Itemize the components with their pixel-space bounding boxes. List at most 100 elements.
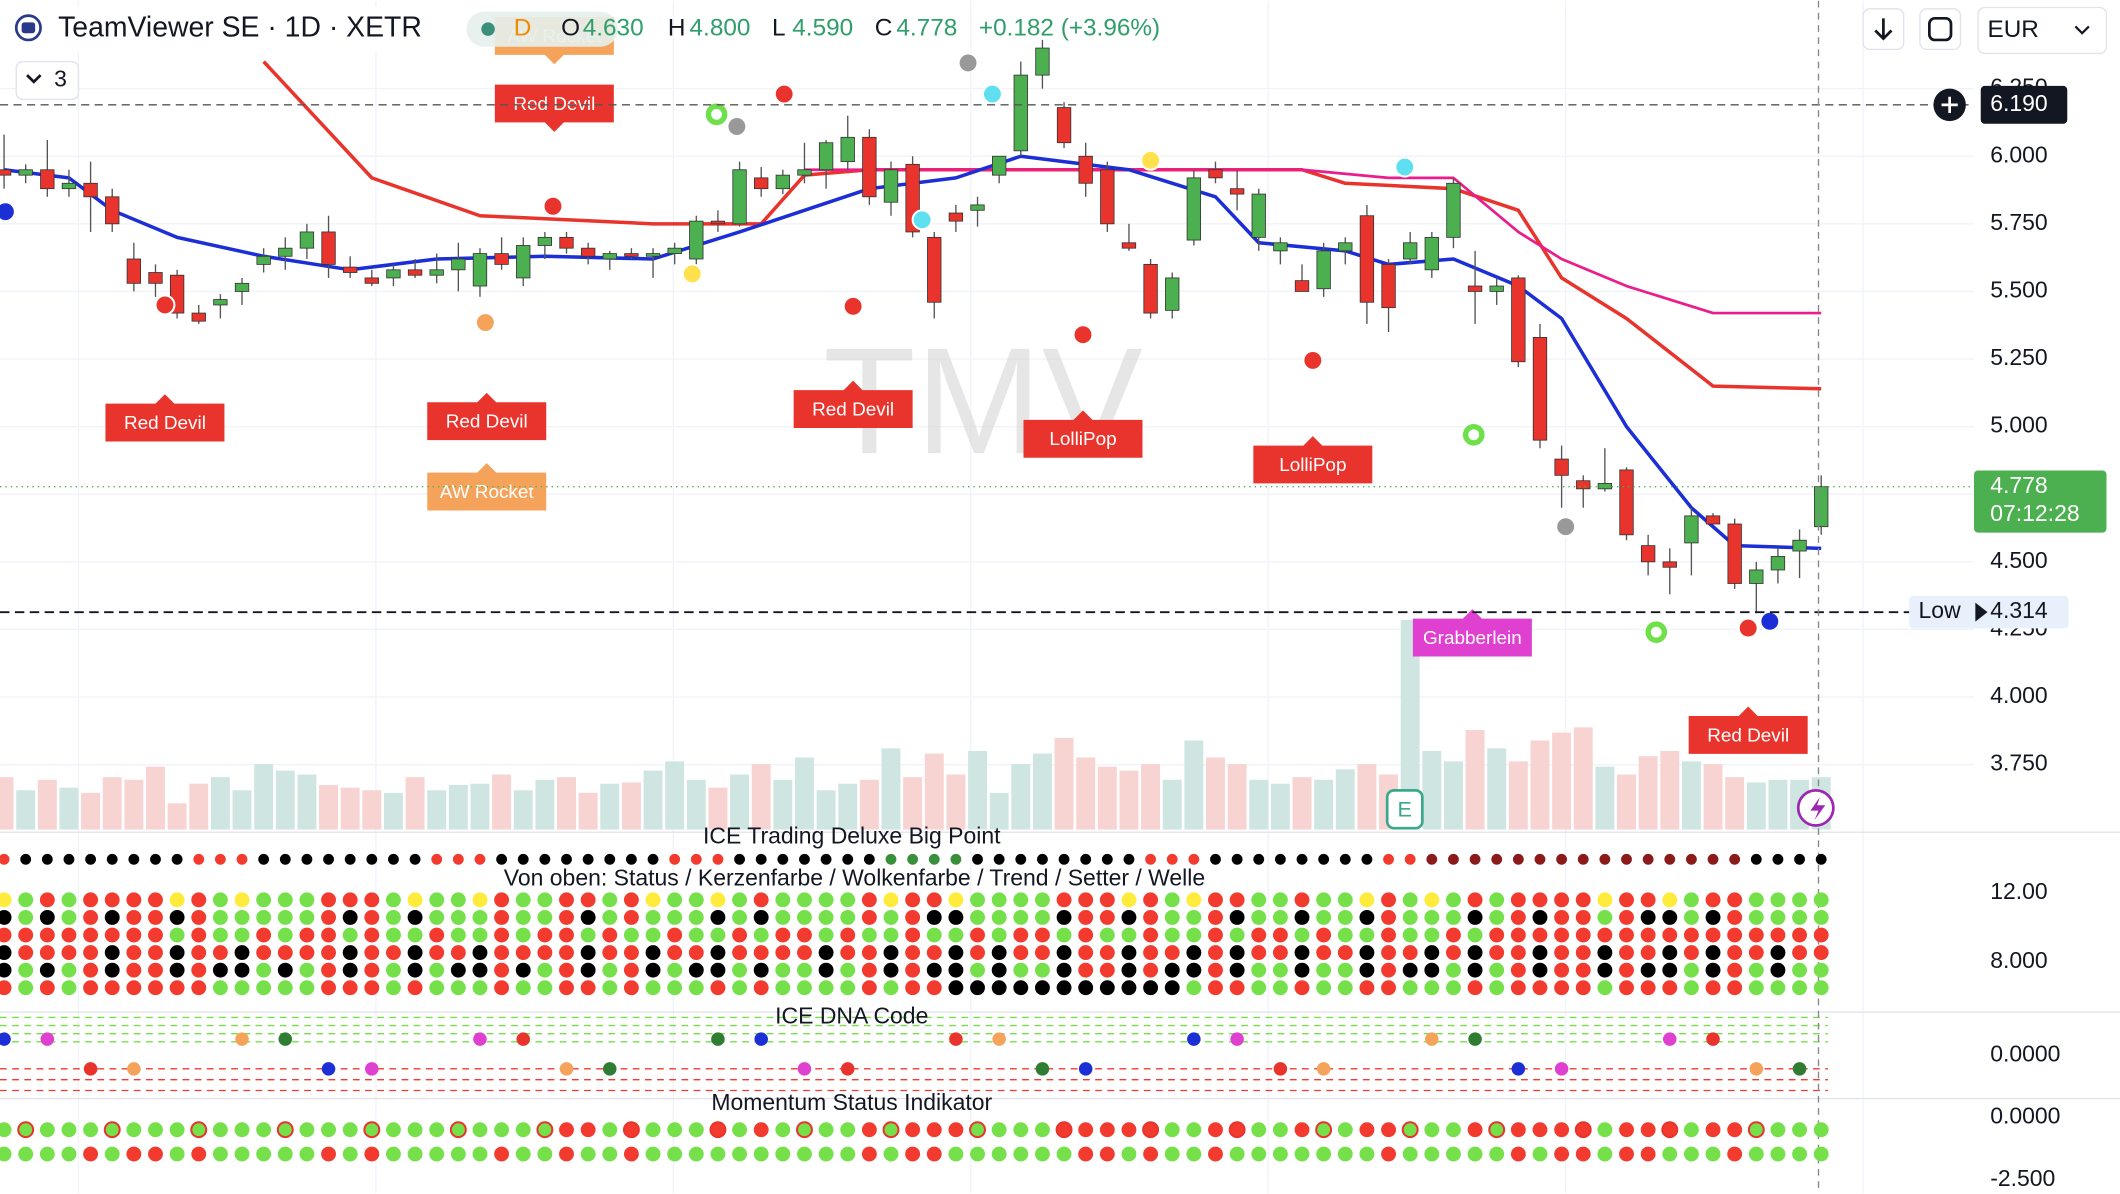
status-dot [1034, 962, 1050, 978]
status-dot [234, 927, 250, 943]
status-dot [1080, 853, 1092, 865]
status-dot [39, 945, 55, 961]
momentum-dot [1229, 1146, 1245, 1162]
signal-label: Red Devil [1707, 725, 1789, 746]
status-dot [1359, 927, 1375, 943]
volume-bar [924, 753, 944, 830]
collapse-button[interactable] [15, 60, 80, 101]
status-dot [1383, 853, 1394, 865]
status-dot [388, 853, 399, 865]
status-dot [1491, 853, 1503, 865]
status-dot [191, 962, 207, 978]
momentum-dot [234, 1122, 250, 1138]
momentum-dot [17, 1121, 35, 1139]
status-dot [710, 945, 726, 961]
status-dot [429, 927, 445, 943]
momentum-dot [494, 1122, 510, 1138]
status-dot [364, 892, 380, 908]
momentum-dot [126, 1146, 142, 1162]
status-dot [1489, 945, 1505, 961]
chevron-icon [26, 74, 42, 84]
candle-body [689, 220, 704, 260]
momentum-dot [0, 1146, 12, 1162]
status-dot [1186, 909, 1202, 925]
candle-body [624, 253, 639, 257]
candle-body [83, 182, 98, 198]
status-dot [1575, 909, 1591, 925]
status-dot [1381, 909, 1396, 925]
candle-body [1684, 515, 1699, 544]
status-dot [1164, 927, 1180, 943]
download-icon [1874, 18, 1893, 41]
momentum-dot [212, 1122, 228, 1138]
earnings-badge [1385, 788, 1424, 830]
candle-body [191, 312, 206, 322]
status-dot [515, 927, 531, 943]
candle-body [472, 253, 488, 287]
status-dot [1294, 962, 1310, 978]
status-dot [1251, 909, 1267, 925]
status-dot [818, 892, 834, 908]
status-dot [299, 980, 315, 996]
status-dot [256, 927, 272, 943]
momentum-dot [1705, 1122, 1721, 1138]
status-dot [948, 927, 964, 943]
signal-label-bg [427, 392, 547, 441]
replay-button[interactable] [1919, 8, 1962, 51]
status-dot [515, 892, 531, 908]
status-dot [61, 980, 77, 996]
status-dot [905, 945, 921, 961]
volume-bar [1011, 764, 1031, 830]
status-dot [645, 980, 661, 996]
volume-bar [81, 792, 101, 830]
candle-body [1121, 242, 1137, 249]
status-dot [148, 909, 163, 925]
status-dot [1034, 980, 1050, 996]
status-dot [905, 892, 921, 908]
status-dot [18, 909, 34, 925]
y-tick-label: 4.000 [1990, 682, 2047, 708]
status-dot [83, 927, 99, 943]
status-dot [561, 853, 572, 865]
countdown: 07:12:28 [1990, 500, 2079, 526]
status-dot [258, 853, 270, 865]
ohlc-key: L [772, 15, 786, 42]
candle-body [1424, 236, 1439, 271]
momentum-dot [1272, 1122, 1288, 1138]
dna-dot [797, 1062, 812, 1076]
status-dot [732, 980, 748, 996]
momentum-dot [775, 1122, 791, 1138]
status-dot [1402, 980, 1418, 996]
status-dot [1448, 853, 1459, 865]
momentum-dot [775, 1146, 791, 1162]
status-dot [905, 909, 921, 925]
currency-select[interactable] [1977, 6, 2108, 55]
candle-body [1554, 458, 1569, 476]
volume-bar [37, 779, 57, 830]
status-dot [299, 909, 315, 925]
volume-bar [254, 764, 274, 830]
status-dot [1532, 945, 1548, 961]
status-dot [1683, 927, 1699, 943]
status-dot [18, 892, 34, 908]
momentum-dot [602, 1122, 618, 1138]
status-dot [126, 980, 142, 996]
momentum-dot [753, 1122, 769, 1138]
momentum-dot [1813, 1146, 1829, 1162]
status-dot [234, 962, 250, 978]
status-pill[interactable] [466, 11, 618, 47]
status-dot [1034, 945, 1050, 961]
volume-bar [189, 783, 209, 830]
momentum-dot [190, 1121, 208, 1139]
symbol-title[interactable]: TeamViewer SE · 1D · XETR [58, 12, 422, 44]
status-dot [1597, 909, 1613, 925]
status-dot [429, 945, 445, 961]
candle-body [105, 196, 120, 225]
momentum-dot [1619, 1146, 1634, 1162]
status-dot [991, 980, 1007, 996]
status-dot [883, 980, 899, 996]
status-dot [1186, 945, 1202, 961]
candle-body [710, 220, 726, 225]
